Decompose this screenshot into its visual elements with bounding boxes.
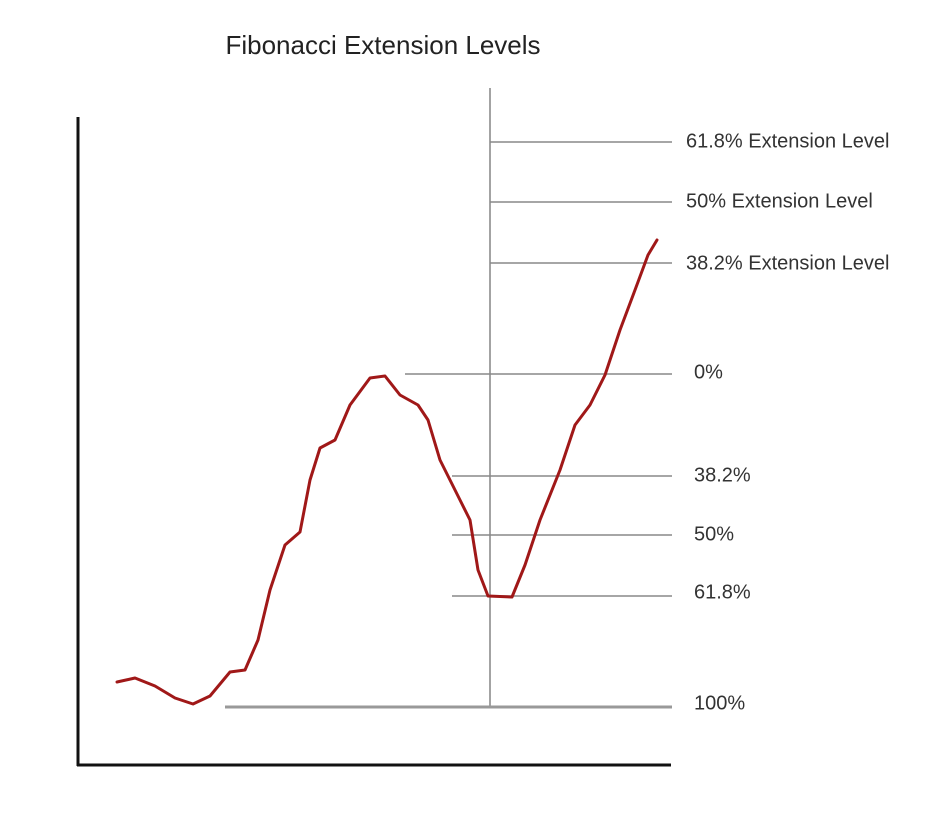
level-label: 38.2% <box>694 464 751 486</box>
level-label: 61.8% <box>694 581 751 603</box>
level-label: 38.2% Extension Level <box>686 252 889 274</box>
price-curve <box>115 238 659 706</box>
level-label: 61.8% Extension Level <box>686 130 889 152</box>
level-label: 0% <box>694 361 723 383</box>
title: Fibonacci Extension Levels <box>225 30 540 60</box>
level-label: 100% <box>694 692 745 714</box>
level-label: 50% <box>694 523 734 545</box>
level-label: 50% Extension Level <box>686 190 873 212</box>
